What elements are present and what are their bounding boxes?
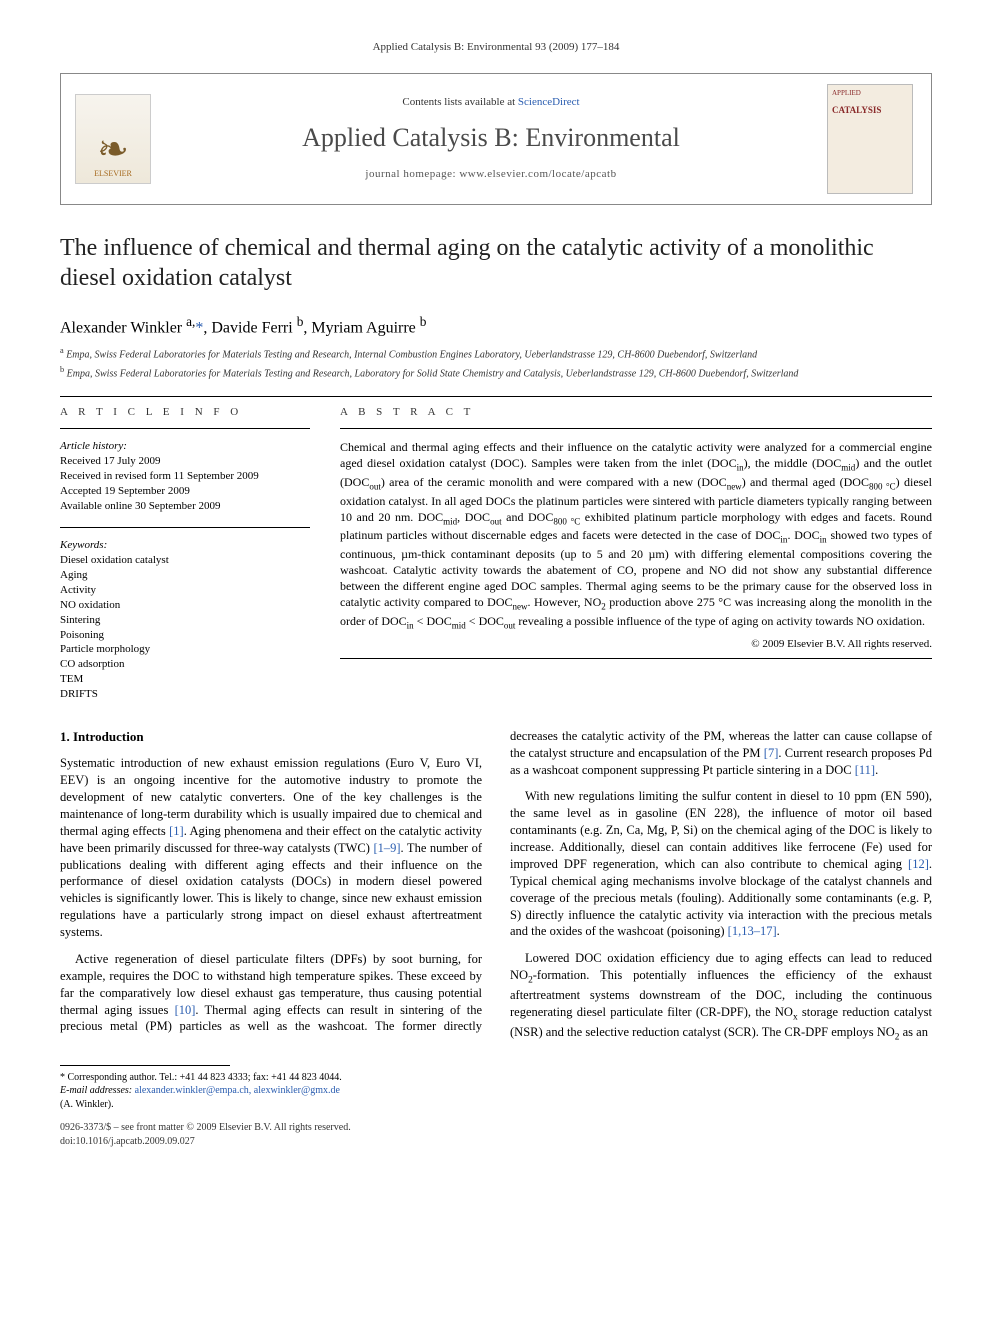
running-head: Applied Catalysis B: Environmental 93 (2… <box>60 40 932 55</box>
keyword: CO adsorption <box>60 658 124 670</box>
contents-prefix: Contents lists available at <box>402 96 517 108</box>
keyword: Sintering <box>60 614 100 626</box>
author-list: Alexander Winkler a,*, Davide Ferri b, M… <box>60 313 932 339</box>
elsevier-tree-icon: ❧ <box>97 131 129 169</box>
para-1: Systematic introduction of new exhaust e… <box>60 755 482 941</box>
para-4: Lowered DOC oxidation efficiency due to … <box>510 950 932 1044</box>
keyword: DRIFTS <box>60 688 98 700</box>
journal-homepage: journal homepage: www.elsevier.com/locat… <box>169 167 813 182</box>
section-1-heading: 1. Introduction <box>60 728 482 746</box>
history-line: Accepted 19 September 2009 <box>60 485 190 497</box>
keyword: TEM <box>60 673 83 685</box>
author-paren: (A. Winkler). <box>60 1098 932 1112</box>
homepage-url[interactable]: www.elsevier.com/locate/apcatb <box>459 168 616 180</box>
history-line: Received in revised form 11 September 20… <box>60 470 259 482</box>
abstract-text: Chemical and thermal aging effects and t… <box>340 439 932 631</box>
history-line: Available online 30 September 2009 <box>60 500 220 512</box>
publisher-label: ELSEVIER <box>94 169 132 180</box>
article-history: Article history: Received 17 July 2009 Re… <box>60 439 310 513</box>
copyright-line: © 2009 Elsevier B.V. All rights reserved… <box>340 637 932 652</box>
para-3: With new regulations limiting the sulfur… <box>510 788 932 940</box>
body-columns: 1. Introduction Systematic introduction … <box>60 728 932 1045</box>
abstract-label: A B S T R A C T <box>340 405 932 420</box>
keyword: NO oxidation <box>60 599 120 611</box>
cover-label-top: APPLIED <box>832 89 861 98</box>
journal-name: Applied Catalysis B: Environmental <box>169 120 813 155</box>
doi-line: doi:10.1016/j.apcatb.2009.09.027 <box>60 1135 932 1149</box>
corr-author-line: * Corresponding author. Tel.: +41 44 823… <box>60 1071 932 1085</box>
keyword: Particle morphology <box>60 643 150 655</box>
keyword: Poisoning <box>60 629 104 641</box>
keyword: Activity <box>60 584 96 596</box>
keyword: Diesel oxidation catalyst <box>60 554 169 566</box>
cover-label-main: CATALYSIS <box>832 104 881 116</box>
journal-cover-thumb: APPLIED CATALYSIS <box>827 84 913 194</box>
history-heading: Article history: <box>60 440 127 452</box>
email-label: E-mail addresses: <box>60 1085 132 1096</box>
corresponding-author-footnote: * Corresponding author. Tel.: +41 44 823… <box>60 1065 932 1112</box>
history-line: Received 17 July 2009 <box>60 455 161 467</box>
journal-banner: ❧ ELSEVIER Contents lists available at S… <box>60 73 932 205</box>
keywords-heading: Keywords: <box>60 539 107 551</box>
elsevier-logo: ❧ ELSEVIER <box>75 94 151 184</box>
keywords-block: Keywords: Diesel oxidation catalyst Aging… <box>60 538 310 701</box>
author-email-link[interactable]: alexander.winkler@empa.ch, alexwinkler@g… <box>135 1085 340 1096</box>
sciencedirect-link[interactable]: ScienceDirect <box>518 96 580 108</box>
affiliation: a Empa, Swiss Federal Laboratories for M… <box>60 345 932 362</box>
article-title: The influence of chemical and thermal ag… <box>60 233 932 293</box>
doi-block: 0926-3373/$ – see front matter © 2009 El… <box>60 1121 932 1148</box>
article-info-label: A R T I C L E I N F O <box>60 405 310 420</box>
front-matter-line: 0926-3373/$ – see front matter © 2009 El… <box>60 1121 932 1135</box>
homepage-prefix: journal homepage: <box>365 168 459 180</box>
keyword: Aging <box>60 569 88 581</box>
contents-available-line: Contents lists available at ScienceDirec… <box>169 95 813 110</box>
affiliation: b Empa, Swiss Federal Laboratories for M… <box>60 364 932 381</box>
